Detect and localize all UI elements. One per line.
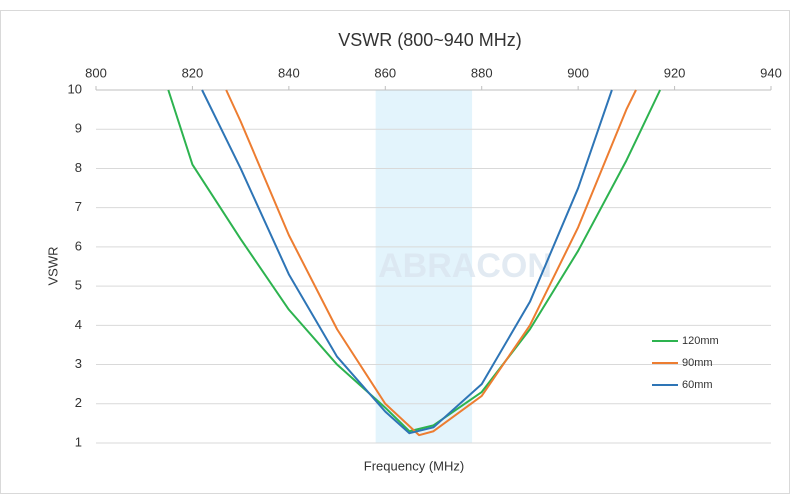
x-tick-label: 840 xyxy=(278,65,300,80)
y-tick-label: 9 xyxy=(75,121,82,136)
y-axis-label: VSWR xyxy=(45,247,60,286)
series-line xyxy=(201,89,613,435)
chart-title: VSWR (800~940 MHz) xyxy=(338,30,522,50)
series-line xyxy=(167,89,662,433)
legend-label: 120mm xyxy=(682,335,719,347)
y-tick-label: 10 xyxy=(68,81,82,96)
y-tick-label: 1 xyxy=(75,434,82,449)
y-tick-label: 7 xyxy=(75,199,82,214)
y-tick-label: 4 xyxy=(75,317,82,332)
legend-label: 90mm xyxy=(682,357,713,369)
y-tick-label: 2 xyxy=(75,395,82,410)
x-tick-label: 900 xyxy=(567,65,589,80)
y-tick-label: 5 xyxy=(75,278,82,293)
x-tick-label: 800 xyxy=(85,65,107,80)
y-tick-label: 3 xyxy=(75,356,82,371)
y-tick-label: 8 xyxy=(75,160,82,175)
highlight-band xyxy=(375,90,473,443)
series-line xyxy=(225,89,637,437)
legend-label: 60mm xyxy=(682,379,713,391)
x-tick-label: 940 xyxy=(760,65,782,80)
x-axis-label: Frequency (MHz) xyxy=(364,458,464,473)
x-tick-label: 820 xyxy=(182,65,204,80)
y-tick-label: 6 xyxy=(75,238,82,253)
x-tick-label: 920 xyxy=(664,65,686,80)
x-tick-label: 880 xyxy=(471,65,493,80)
x-tick-label: 860 xyxy=(374,65,396,80)
watermark: ABRACON xyxy=(378,247,552,285)
